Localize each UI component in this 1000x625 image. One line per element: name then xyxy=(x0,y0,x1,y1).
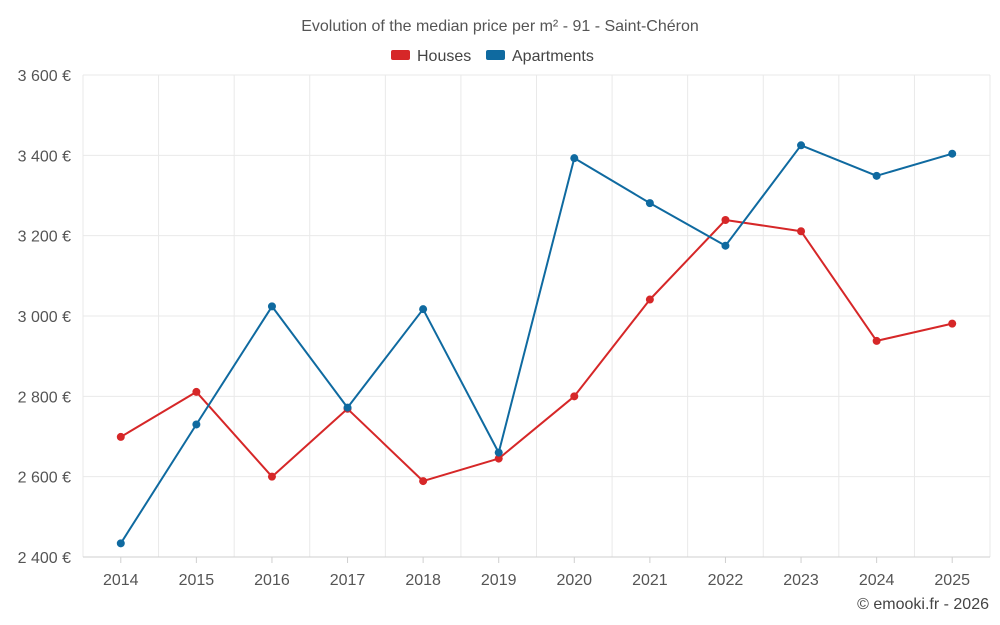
series-layer xyxy=(116,141,957,548)
data-point-houses[interactable] xyxy=(267,472,276,481)
x-tick-label: 2025 xyxy=(934,572,970,589)
y-tick-label: 2 400 € xyxy=(18,550,71,567)
data-point-houses[interactable] xyxy=(948,319,957,328)
x-tick-label: 2021 xyxy=(632,572,668,589)
y-tick-label: 3 600 € xyxy=(18,68,71,85)
data-point-houses[interactable] xyxy=(419,477,428,486)
grid xyxy=(82,74,991,557)
data-point-apartments[interactable] xyxy=(645,199,654,208)
data-point-houses[interactable] xyxy=(570,392,579,401)
series-line-apartments xyxy=(119,144,953,544)
x-tick-label: 2019 xyxy=(481,572,517,589)
series-apartments xyxy=(116,141,957,548)
data-point-apartments[interactable] xyxy=(267,302,276,311)
y-tick-label: 3 000 € xyxy=(18,309,71,326)
data-point-apartments[interactable] xyxy=(192,420,201,429)
x-tick-label: 2018 xyxy=(405,572,441,589)
x-tick-label: 2023 xyxy=(783,572,819,589)
data-point-houses[interactable] xyxy=(872,336,881,345)
legend-label-houses[interactable]: Houses xyxy=(417,48,471,65)
data-point-houses[interactable] xyxy=(797,227,806,236)
legend-swatch-apartments xyxy=(486,50,505,60)
x-tick-label: 2015 xyxy=(179,572,215,589)
data-point-apartments[interactable] xyxy=(721,241,730,250)
data-point-apartments[interactable] xyxy=(494,448,503,457)
chart-title: Evolution of the median price per m² - 9… xyxy=(301,18,699,35)
data-point-apartments[interactable] xyxy=(343,403,352,412)
x-tick-label: 2020 xyxy=(556,572,592,589)
x-tick-label: 2016 xyxy=(254,572,290,589)
y-tick-label: 2 800 € xyxy=(18,389,71,406)
legend-label-apartments[interactable]: Apartments xyxy=(512,48,594,65)
x-tick-label: 2014 xyxy=(103,572,139,589)
data-point-apartments[interactable] xyxy=(570,154,579,163)
x-axis: 2014 2015 2016 2017 2018 2019 2020 2021 2022 2023… xyxy=(83,556,990,589)
x-tick-label: 2022 xyxy=(708,572,744,589)
data-point-houses[interactable] xyxy=(192,387,201,396)
y-tick-label: 3 200 € xyxy=(18,229,71,246)
data-point-apartments[interactable] xyxy=(797,141,806,150)
legend-swatch-houses xyxy=(391,50,410,60)
data-point-houses[interactable] xyxy=(116,432,125,441)
y-tick-label: 3 400 € xyxy=(18,148,71,165)
data-point-apartments[interactable] xyxy=(419,305,428,314)
data-point-houses[interactable] xyxy=(494,454,503,463)
series-line-houses xyxy=(120,219,953,483)
data-point-houses[interactable] xyxy=(721,216,730,225)
data-point-houses[interactable] xyxy=(645,295,654,304)
legend: Houses Apartments xyxy=(391,48,594,65)
x-tick-label: 2017 xyxy=(330,572,366,589)
y-tick-label: 2 600 € xyxy=(18,470,71,487)
data-point-apartments[interactable] xyxy=(948,149,957,158)
y-axis: 2 400 € 2 600 € 2 800 € 3 000 € 3 200 € 3 400… xyxy=(18,68,71,567)
x-tick-label: 2024 xyxy=(859,572,895,589)
credit-text: © emooki.fr - 2026 xyxy=(857,596,989,613)
data-point-apartments[interactable] xyxy=(116,539,125,548)
data-point-apartments[interactable] xyxy=(872,171,881,180)
